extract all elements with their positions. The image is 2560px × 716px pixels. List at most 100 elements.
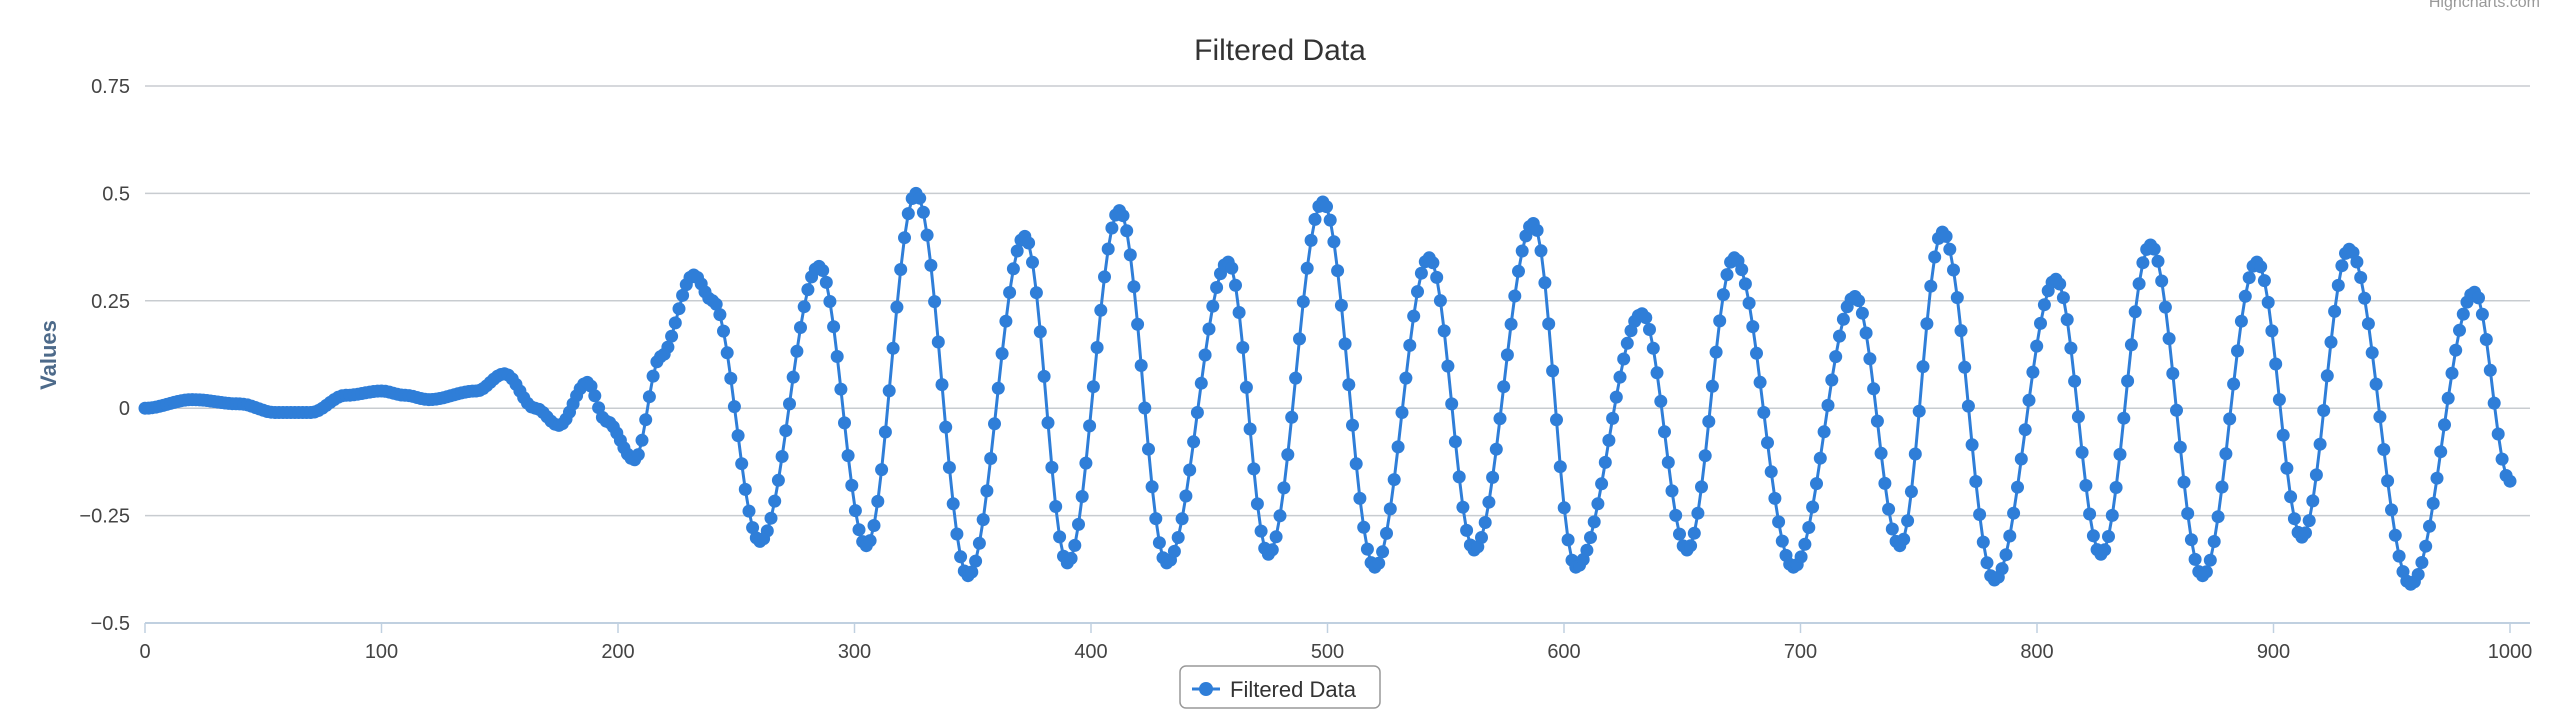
data-point[interactable] bbox=[1387, 473, 1401, 487]
data-point[interactable] bbox=[1229, 278, 1242, 292]
data-point[interactable] bbox=[1553, 460, 1567, 474]
data-point[interactable] bbox=[2007, 506, 2021, 520]
data-point[interactable] bbox=[1709, 345, 1723, 359]
data-point[interactable] bbox=[2219, 447, 2233, 461]
data-point[interactable] bbox=[786, 370, 800, 384]
data-point[interactable] bbox=[2018, 423, 2032, 437]
data-point[interactable] bbox=[2453, 323, 2466, 337]
data-point[interactable] bbox=[1742, 296, 1756, 310]
data-point[interactable] bbox=[1613, 370, 1627, 384]
data-point[interactable] bbox=[771, 473, 785, 487]
data-point[interactable] bbox=[969, 554, 983, 568]
data-point[interactable] bbox=[1448, 435, 1462, 449]
data-point[interactable] bbox=[1120, 224, 1134, 238]
data-point[interactable] bbox=[1138, 401, 1152, 415]
data-point[interactable] bbox=[2155, 274, 2169, 288]
data-point[interactable] bbox=[1105, 221, 1119, 235]
data-point[interactable] bbox=[1338, 337, 1352, 351]
data-point[interactable] bbox=[1999, 548, 2013, 562]
data-point[interactable] bbox=[646, 369, 660, 383]
data-point[interactable] bbox=[768, 494, 782, 508]
data-point[interactable] bbox=[1127, 280, 1141, 294]
data-point[interactable] bbox=[2456, 307, 2470, 321]
data-point[interactable] bbox=[834, 382, 848, 396]
data-point[interactable] bbox=[2284, 490, 2298, 504]
data-point[interactable] bbox=[2102, 530, 2115, 543]
data-point[interactable] bbox=[2503, 474, 2517, 488]
data-point[interactable] bbox=[2495, 452, 2509, 466]
data-point[interactable] bbox=[2324, 335, 2338, 349]
data-point[interactable] bbox=[2261, 295, 2275, 309]
data-point[interactable] bbox=[1395, 406, 1409, 419]
data-point[interactable] bbox=[1285, 410, 1299, 424]
data-point[interactable] bbox=[1482, 495, 1496, 509]
data-point[interactable] bbox=[980, 484, 994, 498]
data-point[interactable] bbox=[946, 497, 960, 511]
data-point[interactable] bbox=[661, 340, 675, 354]
data-point[interactable] bbox=[2151, 254, 2165, 268]
data-point[interactable] bbox=[1190, 406, 1204, 419]
data-point[interactable] bbox=[2003, 529, 2017, 543]
data-point[interactable] bbox=[1958, 360, 1972, 374]
data-point[interactable] bbox=[2166, 367, 2180, 380]
data-point[interactable] bbox=[1829, 350, 1843, 364]
data-point[interactable] bbox=[779, 424, 793, 438]
data-point[interactable] bbox=[1254, 524, 1268, 538]
data-point[interactable] bbox=[1916, 360, 1930, 374]
data-point[interactable] bbox=[1239, 380, 1253, 394]
data-point[interactable] bbox=[1673, 527, 1686, 541]
data-point[interactable] bbox=[1713, 314, 1727, 328]
data-point[interactable] bbox=[1293, 332, 1306, 346]
data-point[interactable] bbox=[738, 482, 752, 496]
data-point[interactable] bbox=[1817, 425, 1831, 439]
data-point[interactable] bbox=[1746, 320, 1760, 334]
data-point[interactable] bbox=[1277, 481, 1291, 495]
data-point[interactable] bbox=[988, 417, 1001, 431]
data-point[interactable] bbox=[1134, 359, 1148, 372]
data-point[interactable] bbox=[2331, 278, 2345, 292]
data-point[interactable] bbox=[783, 397, 796, 411]
data-point[interactable] bbox=[1878, 476, 1892, 490]
data-point[interactable] bbox=[1753, 375, 1767, 389]
data-point[interactable] bbox=[1308, 212, 1322, 226]
data-point[interactable] bbox=[2306, 494, 2320, 508]
data-point[interactable] bbox=[942, 461, 956, 474]
data-point[interactable] bbox=[2075, 445, 2089, 459]
data-point[interactable] bbox=[2037, 298, 2051, 312]
data-point[interactable] bbox=[2287, 512, 2301, 526]
data-point[interactable] bbox=[1037, 369, 1051, 383]
data-point[interactable] bbox=[1210, 281, 1224, 294]
data-point[interactable] bbox=[875, 463, 889, 477]
data-point[interactable] bbox=[2181, 507, 2195, 520]
data-point[interactable] bbox=[1870, 414, 1884, 428]
data-point[interactable] bbox=[1538, 276, 1552, 290]
data-point[interactable] bbox=[2060, 313, 2074, 327]
data-point[interactable] bbox=[1973, 508, 1987, 521]
data-point[interactable] bbox=[2117, 411, 2131, 425]
data-point[interactable] bbox=[1882, 502, 1896, 516]
data-point[interactable] bbox=[1145, 480, 1159, 494]
data-point[interactable] bbox=[2147, 242, 2161, 256]
data-point[interactable] bbox=[1194, 376, 1208, 390]
data-point[interactable] bbox=[1441, 359, 1455, 373]
data-point[interactable] bbox=[2056, 291, 2070, 305]
data-point[interactable] bbox=[1445, 397, 1459, 411]
data-point[interactable] bbox=[1591, 497, 1605, 511]
data-point[interactable] bbox=[2365, 346, 2379, 360]
data-point[interactable] bbox=[920, 228, 934, 242]
data-point[interactable] bbox=[764, 511, 778, 525]
data-point[interactable] bbox=[1149, 512, 1163, 526]
data-point[interactable] bbox=[991, 381, 1005, 395]
data-point[interactable] bbox=[2234, 314, 2248, 328]
data-point[interactable] bbox=[1403, 338, 1417, 352]
data-point[interactable] bbox=[1602, 433, 1616, 447]
data-point[interactable] bbox=[2392, 549, 2406, 563]
data-point[interactable] bbox=[882, 384, 896, 398]
data-point[interactable] bbox=[838, 416, 851, 430]
data-point[interactable] bbox=[1399, 371, 1413, 385]
data-point[interactable] bbox=[801, 283, 815, 297]
data-point[interactable] bbox=[1049, 500, 1063, 513]
data-point[interactable] bbox=[1029, 286, 1043, 300]
data-point[interactable] bbox=[1650, 366, 1664, 380]
data-point[interactable] bbox=[1825, 373, 1839, 387]
